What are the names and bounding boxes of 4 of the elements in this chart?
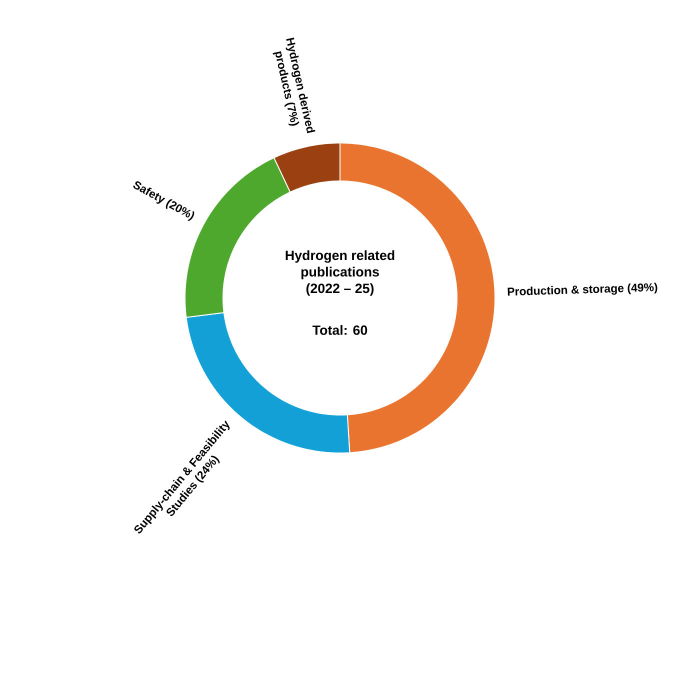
text: Total: 60 (312, 325, 368, 335)
slice-label: Production & storage (49%) (508, 282, 658, 296)
slice-label: Hydrogen derived products (7%) (272, 38, 316, 134)
text: Hydrogen related publications (2022 – 25) (286, 250, 394, 296)
